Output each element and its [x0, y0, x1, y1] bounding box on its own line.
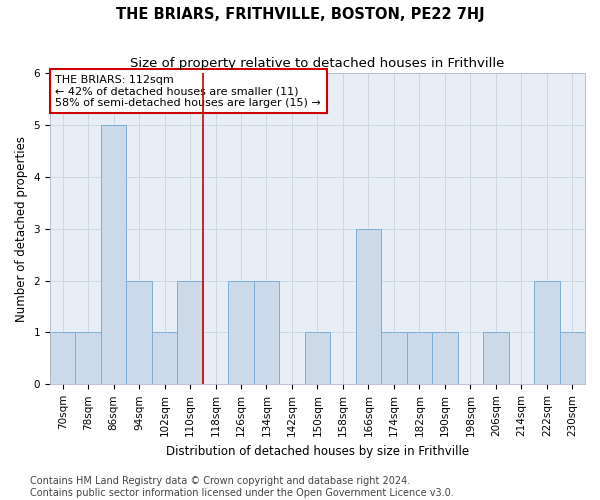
X-axis label: Distribution of detached houses by size in Frithville: Distribution of detached houses by size … [166, 444, 469, 458]
Text: Contains HM Land Registry data © Crown copyright and database right 2024.
Contai: Contains HM Land Registry data © Crown c… [30, 476, 454, 498]
Bar [381, 332, 407, 384]
Bar [101, 125, 127, 384]
Bar [178, 280, 203, 384]
Bar [534, 280, 560, 384]
Bar [152, 332, 178, 384]
Bar [305, 332, 330, 384]
Bar [254, 280, 279, 384]
Bar [76, 332, 101, 384]
Text: THE BRIARS, FRITHVILLE, BOSTON, PE22 7HJ: THE BRIARS, FRITHVILLE, BOSTON, PE22 7HJ [116, 8, 484, 22]
Y-axis label: Number of detached properties: Number of detached properties [15, 136, 28, 322]
Bar [483, 332, 509, 384]
Bar [560, 332, 585, 384]
Bar [407, 332, 432, 384]
Bar [356, 228, 381, 384]
Bar [50, 332, 76, 384]
Text: THE BRIARS: 112sqm
← 42% of detached houses are smaller (11)
58% of semi-detache: THE BRIARS: 112sqm ← 42% of detached hou… [55, 74, 321, 108]
Bar [127, 280, 152, 384]
Bar [432, 332, 458, 384]
Bar [228, 280, 254, 384]
Title: Size of property relative to detached houses in Frithville: Size of property relative to detached ho… [130, 58, 505, 70]
